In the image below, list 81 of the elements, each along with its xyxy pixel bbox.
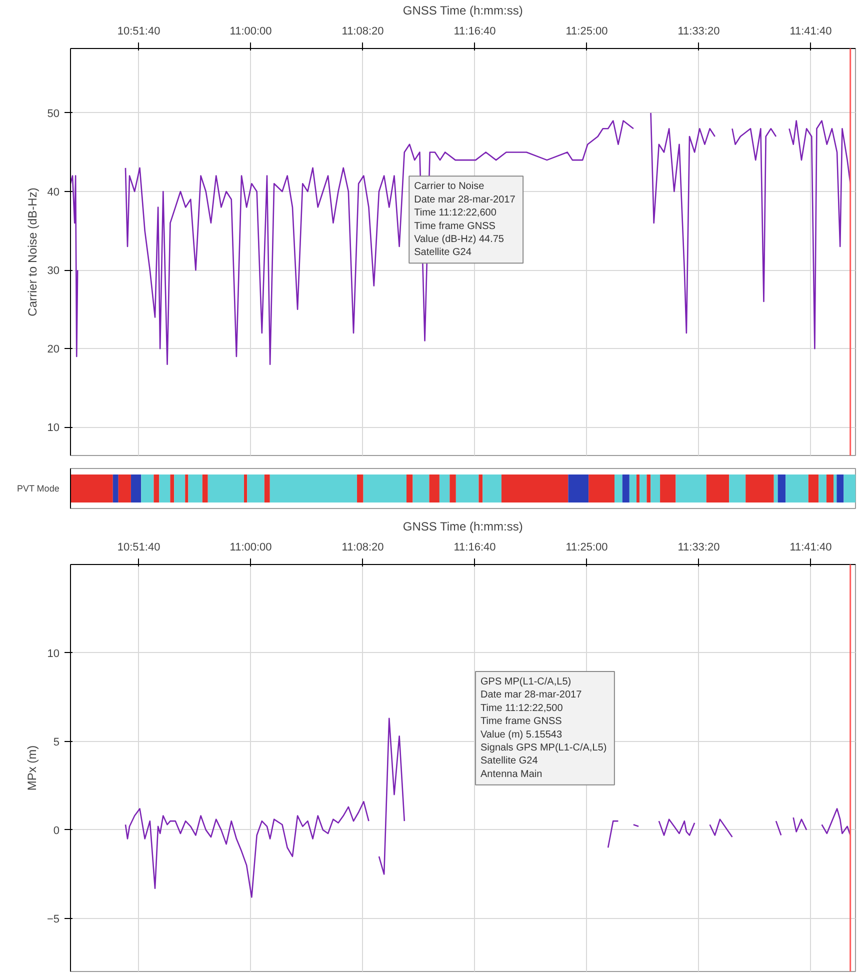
bar — [159, 474, 170, 502]
bar — [778, 474, 786, 502]
bar — [826, 474, 834, 502]
bar — [406, 474, 413, 502]
bar — [270, 474, 358, 502]
bar — [412, 474, 430, 502]
bar — [170, 474, 174, 502]
y-tick-label: 40 — [47, 186, 60, 198]
bar — [636, 474, 640, 502]
bar — [112, 474, 118, 502]
x-tick-label: 11:00:00 — [230, 26, 272, 38]
y-tick-label: −5 — [46, 913, 60, 926]
bar — [202, 474, 208, 502]
bar — [154, 474, 160, 502]
bar — [439, 474, 450, 502]
y-tick-label: 30 — [47, 265, 60, 278]
bar — [244, 474, 248, 502]
x-tick-label: 11:16:40 — [454, 542, 496, 554]
bar — [729, 474, 746, 502]
bar — [676, 474, 706, 502]
bar — [834, 474, 837, 502]
bar — [482, 474, 502, 502]
bar — [247, 474, 264, 502]
bar — [588, 474, 615, 502]
bar — [622, 474, 630, 502]
bar — [363, 474, 406, 502]
bar — [208, 474, 244, 502]
x-tick-label: 11:41:40 — [790, 542, 832, 554]
bar — [646, 474, 651, 502]
bar — [818, 474, 826, 502]
bar — [118, 474, 131, 502]
y-axis-title: MPx (m) — [24, 745, 39, 791]
y-tick-label: 0 — [53, 824, 60, 837]
y-tick-label: 20 — [47, 344, 60, 356]
bar — [746, 474, 774, 502]
annotation: Carrier to Noise Date mar 28-mar-2017 Time 11:12:22,600 Time frame GNSS Value (dB-Hz) 44.75 Satellite G24 — [414, 181, 516, 258]
y-axis-title: Carrier to Noise (dB-Hz) — [25, 188, 40, 316]
y-tick-label: 10 — [47, 648, 60, 660]
bar — [501, 474, 568, 502]
bar — [650, 474, 660, 502]
bar — [174, 474, 186, 502]
bar — [774, 474, 778, 502]
x-axis-title: GNSS Time (h:mm:ss) — [402, 4, 523, 18]
bar — [844, 474, 856, 502]
x-tick-label: 11:41:40 — [790, 26, 832, 38]
bar — [450, 474, 456, 502]
bar — [629, 474, 636, 502]
annotation: GPS MP(L1-C/A,L5) Date mar 28-mar-2017 Time 11:12:22,500 Time frame GNSS Value (m) 5.15543 Signals GPS MP(L1-C/A,L5) Satellite G24 Antenna Main — [480, 676, 607, 780]
bar — [185, 474, 188, 502]
x-tick-label: 10:51:40 — [117, 26, 160, 38]
bar — [188, 474, 202, 502]
x-tick-label: 11:25:00 — [566, 26, 608, 38]
bar — [660, 474, 676, 502]
y-tick-label: 50 — [47, 108, 60, 120]
bar — [808, 474, 819, 502]
x-axis-title: GNSS Time (h:mm:ss) — [402, 520, 523, 534]
x-tick-label: 11:08:20 — [342, 542, 384, 554]
bar — [70, 474, 113, 502]
y-tick-label: 5 — [53, 736, 60, 748]
bar — [786, 474, 808, 502]
bar — [456, 474, 479, 502]
bar — [614, 474, 622, 502]
bar — [478, 474, 483, 502]
x-tick-label: 10:51:40 — [117, 542, 160, 554]
x-tick-label: 11:08:20 — [342, 26, 384, 38]
x-tick-label: 11:33:20 — [678, 26, 720, 38]
bar — [706, 474, 730, 502]
y-tick-label: PVT Mode — [16, 484, 60, 494]
bar — [429, 474, 440, 502]
bar — [130, 474, 142, 502]
bar — [357, 474, 364, 502]
x-tick-label: 11:16:40 — [454, 26, 496, 38]
x-tick-label: 11:33:20 — [678, 542, 720, 554]
bar — [836, 474, 844, 502]
x-tick-label: 11:25:00 — [566, 542, 608, 554]
bar — [568, 474, 589, 502]
bar — [264, 474, 270, 502]
bar — [141, 474, 154, 502]
bar — [640, 474, 647, 502]
x-tick-label: 11:00:00 — [230, 542, 272, 554]
y-tick-label: 10 — [47, 422, 60, 434]
